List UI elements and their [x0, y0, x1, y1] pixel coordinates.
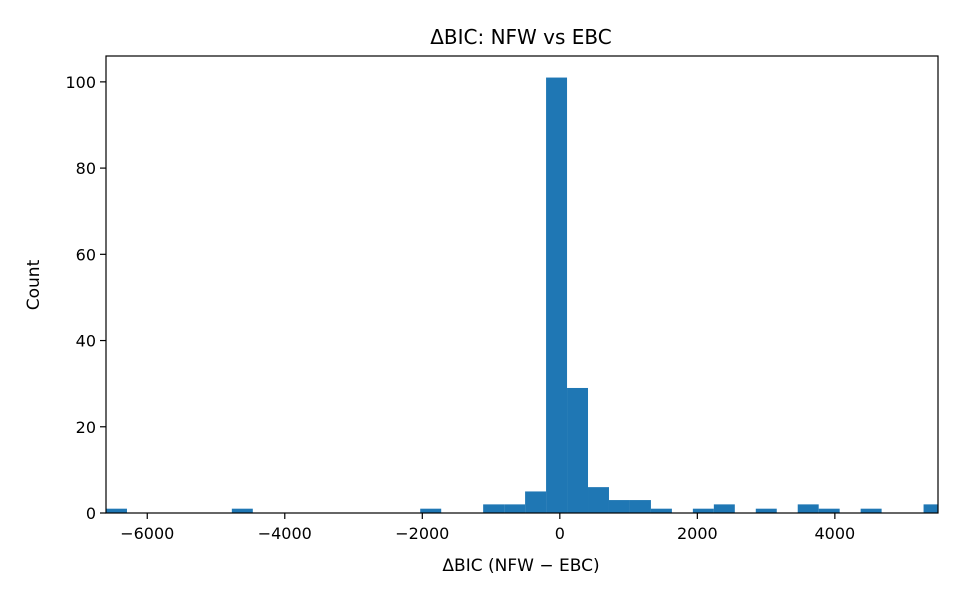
histogram-bar-12	[692, 508, 714, 513]
x-tick-label: 2000	[677, 524, 718, 543]
histogram-bar-0	[106, 508, 127, 513]
histogram-bar-5	[525, 491, 547, 513]
histogram-bar-1	[231, 508, 253, 513]
histogram-bar-3	[483, 504, 505, 513]
histogram-bar-9	[608, 500, 630, 513]
x-tick-label: −6000	[120, 524, 174, 543]
histogram-bar-7	[567, 387, 589, 513]
y-tick-label: 20	[76, 418, 96, 437]
x-axis-label: ΔBIC (NFW − EBC)	[442, 556, 599, 576]
y-tick-label: 60	[76, 245, 96, 264]
histogram-bar-16	[818, 508, 840, 513]
x-axis-ticks: −6000 −4000 −2000 0 2000 4000	[120, 513, 855, 543]
y-tick-label: 0	[86, 504, 96, 523]
x-tick-label: −2000	[395, 524, 449, 543]
y-tick-label: 100	[65, 73, 96, 92]
x-tick-label: −4000	[258, 524, 312, 543]
plot-frame	[105, 55, 939, 514]
x-tick-label: 4000	[815, 524, 856, 543]
y-axis-ticks: 0 20 40 60 80 100	[65, 73, 106, 523]
y-tick-label: 80	[76, 159, 96, 178]
histogram-bar-13	[713, 504, 735, 513]
y-tick-label: 40	[76, 332, 96, 351]
histogram-bar-14	[755, 508, 777, 513]
histogram-bar-15	[797, 504, 819, 513]
histogram-bar-2	[420, 508, 442, 513]
histogram-bar-6	[546, 77, 568, 513]
chart-title: ΔBIC: NFW vs EBC	[430, 25, 612, 49]
y-axis-label: Count	[24, 259, 44, 310]
histogram-bar-18	[923, 504, 938, 513]
histogram-bar-17	[860, 508, 882, 513]
histogram-bar-8	[588, 487, 609, 513]
histogram-bar-4	[504, 504, 526, 513]
x-tick-label: 0	[555, 524, 565, 543]
histogram-bar-10	[629, 500, 651, 513]
histogram-bar-11	[650, 508, 672, 513]
bars-group	[106, 77, 938, 513]
